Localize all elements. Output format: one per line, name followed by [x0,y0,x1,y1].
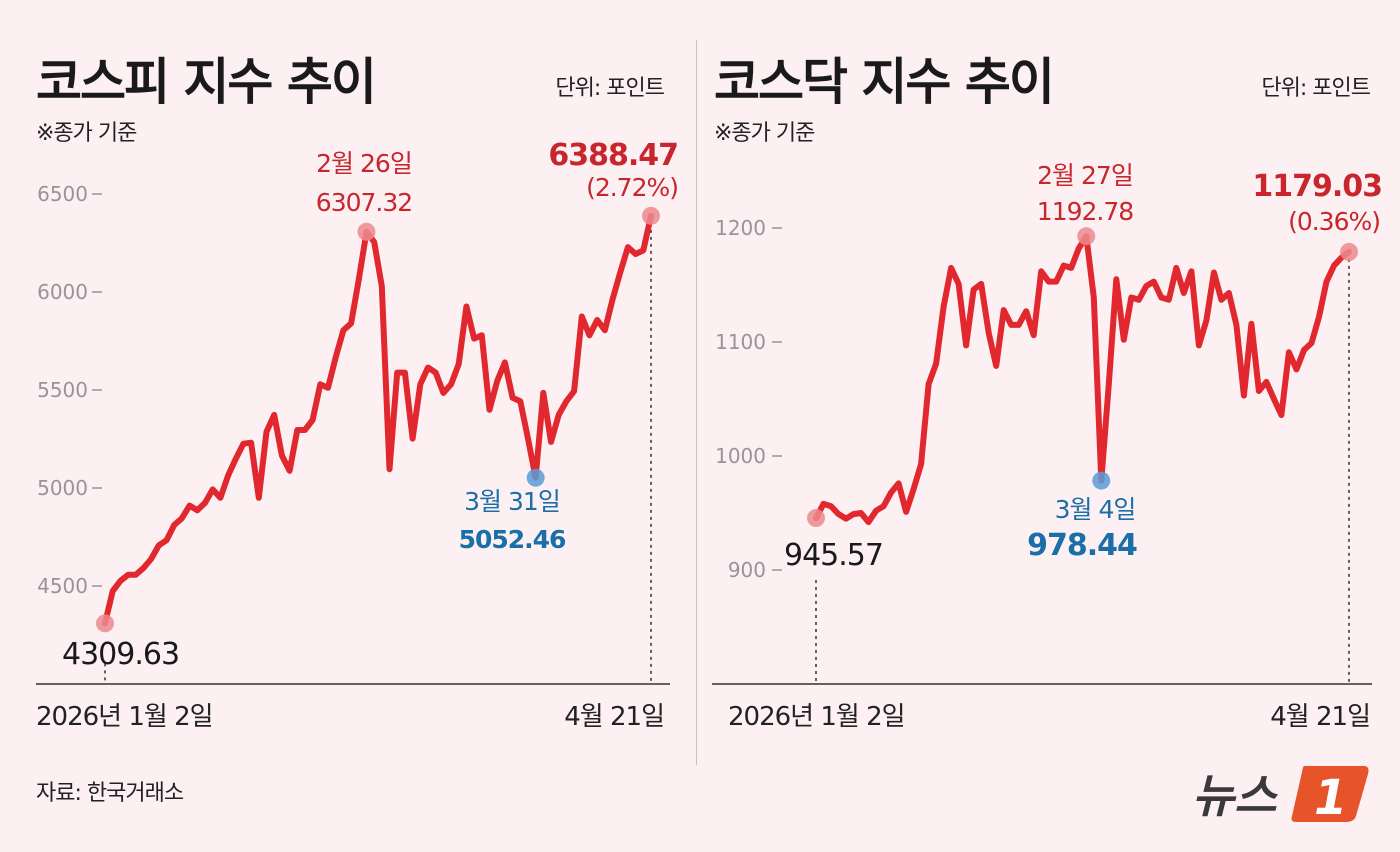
kosdaq-x-start-label: 2026년 1월 2일 [728,702,906,732]
kosdaq-high-dot [1077,227,1096,246]
kospi-high-value: 6307.32 [316,188,412,217]
kosdaq-y-tick-label: 1000 [715,444,766,468]
kosdaq-y-tick-label: 1200 [715,216,766,240]
kosdaq-y-tick-label: 1100 [715,330,766,354]
news1-logo: 뉴스 1 [1192,758,1372,832]
kospi-chart: 4500 5000 5500 6000 6500 [37,182,660,684]
kosdaq-series-line [813,233,1352,526]
kospi-start-dot [96,614,114,633]
kospi-low-value: 5052.46 [459,525,566,554]
logo-graphic: 뉴스 1 [1192,766,1369,826]
kosdaq-start-dot [807,509,825,528]
source-label: 자료: 한국거래소 [36,781,184,806]
kosdaq-high-value: 1192.78 [1037,197,1133,226]
kosdaq-high-date: 2월 27일 [1037,161,1133,190]
kospi-high-dot [357,222,376,241]
svg-text:1: 1 [1314,770,1347,826]
kospi-high-date: 2월 26일 [316,149,412,178]
kospi-y-tick-label: 6000 [37,280,88,304]
kospi-y-tick-label: 5000 [37,476,88,500]
kosdaq-unit-label: 단위: 포인트 [1261,76,1371,101]
kospi-end-change: (2.72%) [586,173,678,202]
panel-divider [696,40,697,765]
kospi-end-value: 6388.47 [548,138,678,173]
kosdaq-low-dot [1092,471,1111,490]
svg-text:뉴스: 뉴스 [1192,769,1278,823]
kospi-note: ※종가 기준 [36,121,137,146]
kospi-x-start-label: 2026년 1월 2일 [36,702,214,732]
kosdaq-end-dot [1340,242,1358,261]
kospi-start-value: 4309.63 [62,637,179,672]
kosdaq-chart: 900 1000 1100 1200 [715,216,1358,684]
kospi-unit-label: 단위: 포인트 [555,76,665,101]
kosdaq-end-value: 1179.03 [1252,169,1382,204]
kosdaq-low-value: 978.44 [1027,528,1137,563]
kospi-x-end-label: 4월 21일 [564,702,665,732]
kospi-end-dot [642,206,660,225]
kosdaq-note: ※종가 기준 [714,121,815,146]
kospi-y-tick-label: 4500 [37,574,88,598]
kospi-low-dot [526,468,545,487]
kosdaq-y-tick-label: 900 [728,558,766,582]
kosdaq-low-date: 3월 4일 [1055,495,1136,524]
kospi-series-line [102,212,654,627]
kosdaq-end-change: (0.36%) [1288,207,1380,236]
kosdaq-start-value: 945.57 [784,538,883,573]
kospi-y-tick-label: 5500 [37,378,88,402]
kospi-y-tick-label: 6500 [37,182,88,206]
kospi-low-date: 3월 31일 [464,487,560,516]
kosdaq-title: 코스닥 지수 추이 [714,53,1055,111]
kosdaq-x-end-label: 4월 21일 [1270,702,1371,732]
kospi-title: 코스피 지수 추이 [36,53,377,111]
